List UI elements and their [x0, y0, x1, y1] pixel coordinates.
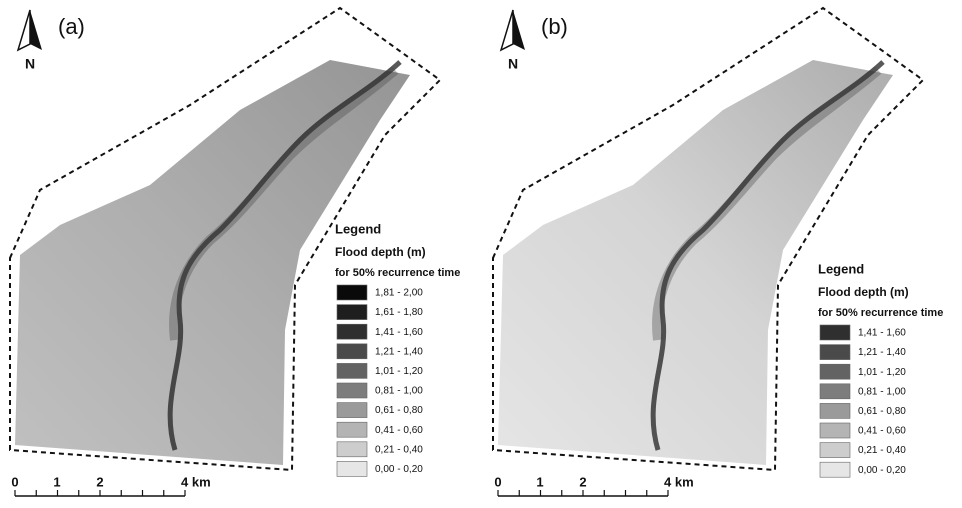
- study-boundary: [492, 6, 925, 472]
- legend-swatch: [336, 402, 368, 418]
- legend: Legend Flood depth (m) for 50% recurrence …: [818, 261, 943, 478]
- legend-swatch: [336, 284, 368, 301]
- legend-label: 0,61 - 0,80: [375, 405, 423, 416]
- legend-label: 0,00 - 0,20: [858, 465, 906, 476]
- legend-label: 1,01 - 1,20: [858, 367, 906, 378]
- scale-label: 1: [536, 474, 543, 489]
- legend-label: 0,81 - 1,00: [858, 386, 906, 397]
- flood-area: [15, 60, 410, 465]
- legend-label: 1,41 - 1,60: [858, 328, 906, 339]
- legend-subtitle: Flood depth (m): [818, 285, 909, 299]
- panel-label: (a): [58, 14, 85, 39]
- legend-swatch: [336, 363, 368, 379]
- legend-label: 0,21 - 0,40: [375, 444, 423, 455]
- legend-swatch: [819, 363, 851, 380]
- legend-swatch: [336, 461, 368, 477]
- legend-label: 1,61 - 1,80: [375, 307, 423, 318]
- legend: Legend Flood depth (m) for 50% recurrence …: [335, 221, 460, 477]
- legend-swatch: [819, 422, 851, 439]
- legend-swatch: [819, 461, 851, 478]
- scale-label: 0: [11, 474, 18, 489]
- legend-label: 1,41 - 1,60: [375, 327, 423, 338]
- scale-label: 0: [494, 474, 501, 489]
- scale-label: 2: [579, 474, 586, 489]
- legend-label: 0,00 - 0,20: [375, 464, 423, 475]
- north-label: N: [508, 56, 518, 72]
- scale-label: 1: [53, 474, 60, 489]
- legend-swatch: [819, 403, 851, 419]
- legend-swatch: [336, 382, 368, 399]
- legend-label: 1,01 - 1,20: [375, 366, 423, 377]
- legend-label: 0,41 - 0,60: [375, 425, 423, 436]
- legend-note: for 50% recurrence time: [818, 307, 943, 319]
- legend-label: 0,41 - 0,60: [858, 426, 906, 437]
- legend-label: 0,81 - 1,00: [375, 386, 423, 397]
- map-panel: N (a) 0 1 2 4 km: [9, 6, 442, 497]
- north-arrow: [16, 9, 31, 52]
- legend-label: 0,61 - 0,80: [858, 406, 906, 417]
- north-label: N: [25, 56, 35, 72]
- legend-subtitle: Flood depth (m): [335, 245, 426, 259]
- legend-swatch: [819, 324, 851, 341]
- river: [650, 60, 885, 451]
- map-panel: N (b) 0 1 2 4 km: [492, 6, 925, 497]
- north-arrow: [499, 9, 514, 52]
- north-arrow-fill: [30, 10, 42, 50]
- panel-label: (b): [541, 14, 568, 39]
- legend-label: 1,81 - 2,00: [375, 288, 423, 299]
- legend-swatch: [819, 442, 851, 458]
- legend-swatch: [336, 441, 368, 458]
- legend-label: 0,21 - 0,40: [858, 445, 906, 456]
- legend-swatch: [336, 323, 368, 340]
- north-arrow-fill: [513, 10, 525, 50]
- legend-note: for 50% recurrence time: [335, 267, 460, 279]
- scale-label: 4 km: [181, 474, 211, 489]
- legend-swatch: [336, 304, 368, 320]
- legend-label: 1,21 - 1,40: [858, 347, 906, 358]
- flood-area: [498, 60, 893, 465]
- study-boundary: [9, 6, 442, 472]
- legend-swatch: [819, 344, 851, 360]
- river-channel: [169, 66, 399, 341]
- legend-title: Legend: [818, 261, 864, 276]
- river: [167, 60, 402, 451]
- scale-label: 2: [96, 474, 103, 489]
- river-channel: [652, 66, 882, 341]
- legend-title: Legend: [335, 221, 381, 236]
- legend-swatch: [819, 383, 851, 400]
- scale-label: 4 km: [664, 474, 694, 489]
- legend-swatch: [336, 343, 368, 360]
- legend-label: 1,21 - 1,40: [375, 346, 423, 357]
- legend-swatch: [336, 421, 368, 438]
